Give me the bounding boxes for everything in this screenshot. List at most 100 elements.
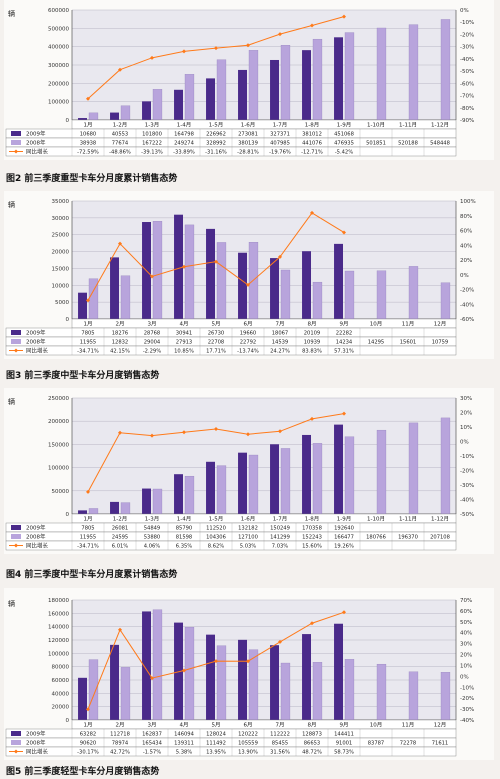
bar-2009 (142, 611, 151, 720)
chart-medium-cumulative: 辆 0 50000 100000 150000 200000 250000 -50% -40% -… (4, 388, 494, 554)
data-label: 5.38% (176, 750, 193, 756)
data-label: 139311 (174, 741, 194, 747)
data-label: 12832 (112, 340, 129, 346)
x-tick-label: 1-12月 (431, 122, 449, 129)
legend-swatch (11, 330, 21, 335)
bar-2008 (152, 221, 163, 320)
data-label: 27913 (176, 340, 193, 346)
bar-2009 (78, 510, 87, 514)
point-yoy-growth (246, 282, 250, 287)
y2-tick-label: 0% (460, 8, 469, 14)
y-tick-label: 20000 (52, 705, 70, 711)
y-tick-label: 25000 (52, 233, 70, 239)
legend-swatch (11, 131, 21, 136)
y-tick-label: 500000 (48, 26, 69, 32)
y-tick-label: 200000 (48, 81, 69, 87)
bar-2008 (408, 671, 419, 721)
bar-2009 (238, 252, 247, 319)
legend-label: 2009年 (26, 130, 46, 138)
x-tick-label: 7月 (276, 722, 285, 729)
data-label: 501851 (366, 141, 386, 147)
bar-2008 (248, 454, 259, 515)
bar-2009 (174, 474, 183, 514)
y2-tick-label: -40% (460, 718, 474, 724)
data-label: 162837 (142, 732, 162, 738)
bar-2008 (152, 488, 163, 515)
data-label: -48.86% (109, 150, 131, 156)
bar-2009 (238, 452, 247, 514)
bar-2008 (88, 508, 99, 515)
x-tick-label: 1月 (84, 722, 93, 729)
legend-label: 2009年 (26, 329, 46, 337)
category-row (71, 318, 457, 329)
x-tick-label: 1-7月 (273, 516, 287, 523)
legend-label: 同比增长 (26, 148, 49, 156)
legend-swatch (11, 140, 21, 145)
bar-2008 (440, 417, 451, 515)
data-label: -31.16% (205, 150, 227, 156)
data-label: 152243 (302, 535, 322, 541)
data-label: 7.03% (272, 544, 289, 550)
data-label: 476935 (334, 141, 354, 147)
data-label: 22282 (336, 331, 353, 337)
point-yoy-growth (246, 43, 250, 48)
bar-2008 (344, 436, 355, 515)
y-tick-label: 140000 (48, 625, 69, 631)
x-tick-label: 1-3月 (145, 122, 159, 129)
y2-tick-label: -90% (460, 118, 474, 124)
y-tick-label: 20000 (52, 250, 70, 256)
y2-tick-label: 20% (460, 411, 472, 417)
point-yoy-growth (150, 433, 154, 438)
bar-2008 (216, 465, 227, 515)
bar-2008 (280, 448, 291, 515)
data-label: 380139 (238, 141, 258, 147)
point-yoy-growth (342, 14, 346, 19)
bar-2009 (302, 634, 311, 720)
bar-2008 (440, 19, 451, 121)
data-label: 141299 (270, 535, 290, 541)
data-label: 58.73% (334, 750, 354, 756)
plot-area (72, 600, 456, 720)
bar-2008 (312, 443, 323, 515)
x-tick-label: 1-10月 (367, 516, 385, 523)
x-tick-label: 2月 (116, 722, 125, 729)
data-label: 8.62% (208, 544, 225, 550)
data-label: 10680 (80, 132, 97, 138)
data-label: -28.81% (237, 150, 259, 156)
data-label: 85790 (176, 526, 193, 532)
bar-2009 (270, 59, 279, 120)
y2-tick-label: -40% (460, 498, 474, 504)
y2-tick-label: 40% (460, 631, 472, 637)
bar-2008 (408, 422, 419, 515)
data-label: 22708 (208, 340, 225, 346)
data-label: 167222 (142, 141, 162, 147)
table-row (5, 137, 457, 148)
bar-2008 (376, 27, 387, 121)
y-axis-unit: 辆 (8, 200, 15, 209)
y2-tick-label: -20% (460, 288, 474, 294)
chart-title-heavy-cumulative: 图2 前三季度重型卡车分月度累计销售态势 (6, 174, 178, 184)
data-label: 207108 (430, 535, 450, 541)
legend-label: 同比增长 (26, 542, 49, 550)
y-tick-label: 40000 (52, 691, 70, 697)
data-label: 165434 (142, 741, 163, 747)
y-tick-label: 15000 (52, 266, 70, 272)
y2-tick-label: -30% (460, 45, 474, 51)
data-label: 15601 (400, 340, 417, 346)
x-tick-label: 1-4月 (177, 516, 191, 523)
data-label: 83787 (368, 741, 385, 747)
x-tick-label: 9月 (340, 722, 349, 729)
x-tick-label: 5月 (212, 321, 221, 328)
data-label: 86653 (304, 741, 321, 747)
bar-2009 (302, 434, 311, 514)
bar-2008 (184, 74, 195, 121)
data-label: 4.06% (144, 544, 161, 550)
data-label: 192640 (334, 526, 354, 532)
y-tick-label: 0 (66, 512, 70, 518)
bar-2008 (376, 429, 387, 515)
bar-2008 (216, 242, 227, 320)
data-label: 441076 (302, 141, 322, 147)
data-label: 26081 (112, 526, 129, 532)
y2-tick-label: 30% (460, 642, 472, 648)
table-row (5, 540, 457, 551)
